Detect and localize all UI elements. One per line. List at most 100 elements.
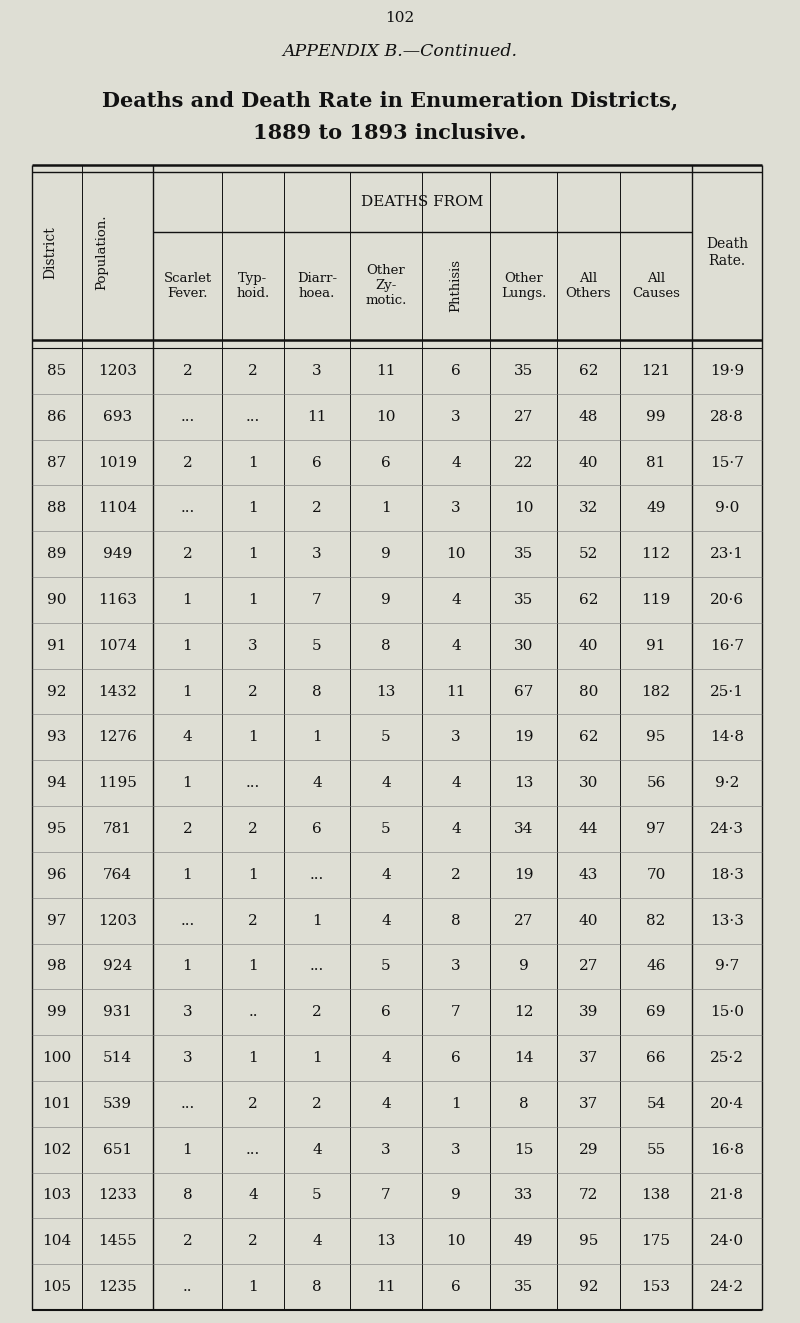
- Text: 1: 1: [248, 593, 258, 607]
- Text: 40: 40: [578, 455, 598, 470]
- Text: 3: 3: [182, 1005, 192, 1019]
- Text: Scarlet
Fever.: Scarlet Fever.: [163, 273, 211, 300]
- Text: All
Others: All Others: [566, 273, 611, 300]
- Text: 2: 2: [312, 501, 322, 516]
- Text: 1: 1: [248, 1281, 258, 1294]
- Text: 5: 5: [312, 1188, 322, 1203]
- Text: 14·8: 14·8: [710, 730, 744, 745]
- Text: 66: 66: [646, 1050, 666, 1065]
- Text: 764: 764: [103, 868, 132, 882]
- Text: 102: 102: [386, 11, 414, 25]
- Text: 3: 3: [451, 959, 461, 974]
- Text: 93: 93: [47, 730, 66, 745]
- Text: 13: 13: [376, 1234, 396, 1249]
- Text: 22: 22: [514, 455, 534, 470]
- Text: 40: 40: [578, 914, 598, 927]
- Text: ...: ...: [180, 410, 194, 423]
- Text: 15·0: 15·0: [710, 1005, 744, 1019]
- Text: 6: 6: [312, 822, 322, 836]
- Text: 539: 539: [103, 1097, 132, 1111]
- Text: 112: 112: [642, 548, 670, 561]
- Text: 97: 97: [47, 914, 66, 927]
- Text: 39: 39: [579, 1005, 598, 1019]
- Text: 69: 69: [646, 1005, 666, 1019]
- Text: 1: 1: [182, 868, 192, 882]
- Text: 103: 103: [42, 1188, 71, 1203]
- Text: 56: 56: [646, 777, 666, 790]
- Text: 10: 10: [446, 548, 466, 561]
- Text: 20·4: 20·4: [710, 1097, 744, 1111]
- Text: 5: 5: [381, 959, 391, 974]
- Text: 87: 87: [47, 455, 66, 470]
- Text: ...: ...: [310, 959, 324, 974]
- Text: 99: 99: [47, 1005, 66, 1019]
- Text: 95: 95: [646, 730, 666, 745]
- Text: 1235: 1235: [98, 1281, 137, 1294]
- Text: 931: 931: [103, 1005, 132, 1019]
- Text: 37: 37: [579, 1050, 598, 1065]
- Text: 10: 10: [446, 1234, 466, 1249]
- Text: 4: 4: [381, 1050, 391, 1065]
- Text: 2: 2: [182, 364, 192, 378]
- Text: 1455: 1455: [98, 1234, 137, 1249]
- Text: 91: 91: [646, 639, 666, 652]
- Text: 4: 4: [451, 455, 461, 470]
- Text: DEATHS FROM: DEATHS FROM: [362, 194, 484, 209]
- Text: 35: 35: [514, 548, 533, 561]
- Text: 4: 4: [381, 914, 391, 927]
- Text: 6: 6: [451, 364, 461, 378]
- Text: 99: 99: [646, 410, 666, 423]
- Text: ...: ...: [180, 501, 194, 516]
- Text: 16·7: 16·7: [710, 639, 744, 652]
- Text: 1432: 1432: [98, 684, 137, 699]
- Text: 34: 34: [514, 822, 533, 836]
- Text: 24·0: 24·0: [710, 1234, 744, 1249]
- Text: 89: 89: [47, 548, 66, 561]
- Text: 92: 92: [47, 684, 66, 699]
- Text: ...: ...: [180, 1097, 194, 1111]
- Text: 29: 29: [578, 1143, 598, 1156]
- Text: 2: 2: [182, 1234, 192, 1249]
- Text: 1: 1: [248, 501, 258, 516]
- Text: 24·2: 24·2: [710, 1281, 744, 1294]
- Text: 8: 8: [451, 914, 461, 927]
- Text: 21·8: 21·8: [710, 1188, 744, 1203]
- Text: 781: 781: [103, 822, 132, 836]
- Text: 52: 52: [579, 548, 598, 561]
- Text: 4: 4: [312, 777, 322, 790]
- Text: 138: 138: [642, 1188, 670, 1203]
- Text: 12: 12: [514, 1005, 534, 1019]
- Text: 3: 3: [381, 1143, 391, 1156]
- Text: 924: 924: [103, 959, 132, 974]
- Text: 100: 100: [42, 1050, 72, 1065]
- Text: 4: 4: [451, 593, 461, 607]
- Text: 23·1: 23·1: [710, 548, 744, 561]
- Text: 86: 86: [47, 410, 66, 423]
- Text: 1233: 1233: [98, 1188, 137, 1203]
- Text: 6: 6: [381, 1005, 391, 1019]
- Text: 1074: 1074: [98, 639, 137, 652]
- Text: 4: 4: [381, 868, 391, 882]
- Text: 30: 30: [514, 639, 533, 652]
- Text: 82: 82: [646, 914, 666, 927]
- Text: 2: 2: [182, 822, 192, 836]
- Text: 4: 4: [381, 777, 391, 790]
- Text: 3: 3: [451, 730, 461, 745]
- Text: 1: 1: [248, 730, 258, 745]
- Text: 693: 693: [103, 410, 132, 423]
- Text: 11: 11: [376, 364, 396, 378]
- Text: 3: 3: [248, 639, 258, 652]
- Text: District: District: [43, 226, 57, 279]
- Text: 88: 88: [47, 501, 66, 516]
- Text: 3: 3: [312, 364, 322, 378]
- Text: 11: 11: [376, 1281, 396, 1294]
- Text: 48: 48: [579, 410, 598, 423]
- Text: 9: 9: [451, 1188, 461, 1203]
- Text: 514: 514: [103, 1050, 132, 1065]
- Text: 13: 13: [514, 777, 533, 790]
- Text: 1104: 1104: [98, 501, 137, 516]
- Text: 3: 3: [312, 548, 322, 561]
- Text: Typ-
hoid.: Typ- hoid.: [236, 273, 270, 300]
- Text: 62: 62: [578, 593, 598, 607]
- Text: 1: 1: [451, 1097, 461, 1111]
